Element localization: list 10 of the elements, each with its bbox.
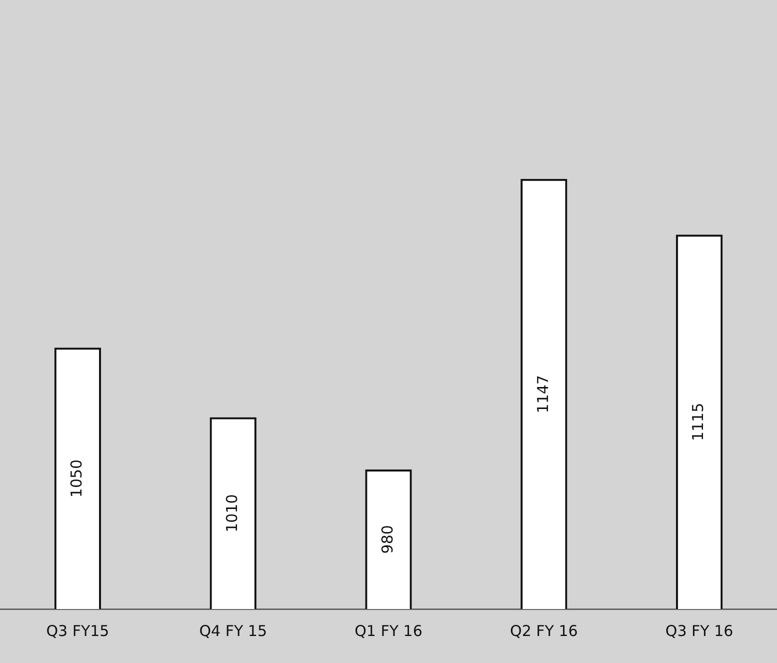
data-label: 1147 (534, 375, 552, 414)
x-tick-label: Q3 FY15 (46, 622, 110, 640)
data-label: 1115 (689, 402, 708, 442)
x-tick-label: Q3 FY 16 (665, 622, 734, 640)
data-label: 980 (378, 525, 396, 554)
x-tick-label: Q4 FY 15 (199, 622, 267, 640)
x-tick-label: Q1 FY 16 (354, 622, 422, 640)
x-tick-label: Q2 FY 16 (510, 622, 578, 640)
data-label: 1010 (222, 494, 241, 532)
data-label: 1050 (68, 459, 86, 498)
